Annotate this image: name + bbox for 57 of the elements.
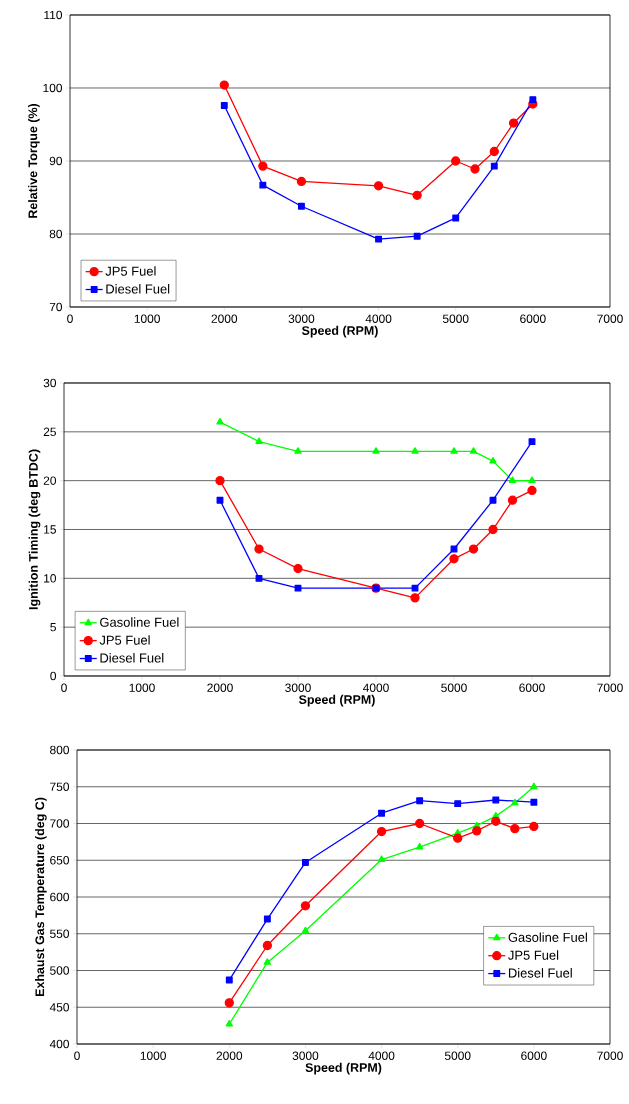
y-tick-label: 15 [44,525,56,534]
legend-label: Diesel Fuel [100,653,164,663]
y-tick-label: 90 [49,156,63,166]
y-tick-label: 550 [50,929,70,938]
x-tick-label: 4000 [368,1051,395,1060]
y-axis-title: Ignition Timing (deg BTDC) [28,449,41,610]
x-axis-title: Speed (RPM) [305,1062,382,1075]
legend-label: JP5 Fuel [508,950,559,960]
legend-label: JP5 Fuel [105,266,156,276]
legend-label: Diesel Fuel [106,284,170,294]
x-tick-label: 6000 [520,314,546,323]
x-tick-label: 5000 [441,683,467,692]
y-axis-title: Exhaust Gas Temperature (deg C) [35,797,47,997]
x-tick-label: 2000 [216,1051,243,1060]
x-tick-label: 4000 [365,314,392,323]
x-tick-label: 7000 [597,314,623,323]
y-tick-label: 25 [43,427,56,437]
y-tick-label: 70 [49,302,63,312]
x-tick-label: 6000 [521,1051,547,1060]
x-axis-title: Speed (RPM) [298,694,375,707]
y-tick-label: 450 [49,1003,70,1012]
y-tick-label: 10 [44,574,57,583]
y-tick-label: 800 [50,745,70,755]
legend-label: Gasoline Fuel [100,617,179,627]
x-tick-label: 2000 [211,314,238,323]
y-tick-label: 5 [50,623,56,632]
x-tick-label: 6000 [519,683,545,692]
x-tick-label: 5000 [444,1051,471,1060]
y-tick-label: 110 [44,10,63,20]
y-tick-label: 600 [50,892,70,902]
y-tick-label: 400 [49,1039,70,1049]
x-tick-label: 3000 [285,683,311,692]
y-axis-title: Relative Torque (%) [28,103,40,218]
legend-label: Gasoline Fuel [508,932,587,942]
legend-label: Diesel Fuel [508,968,572,978]
y-tick-label: 650 [50,856,70,865]
x-tick-label: 1000 [129,683,155,692]
x-tick-label: 3000 [292,1051,319,1060]
x-tick-label: 4000 [362,683,389,692]
y-tick-label: 700 [50,819,70,828]
x-tick-label: 3000 [288,314,315,323]
x-axis-title: Speed (RPM) [301,325,378,338]
y-tick-label: 80 [49,229,63,239]
y-tick-label: 0 [50,671,57,681]
y-tick-label: 20 [43,476,57,485]
x-tick-label: 1000 [134,314,160,323]
x-tick-label: 2000 [207,683,233,692]
y-tick-label: 100 [43,83,63,93]
x-tick-label: 5000 [442,314,469,323]
x-tick-label: 7000 [597,683,623,692]
x-tick-label: 1000 [140,1051,166,1060]
y-tick-label: 750 [50,782,70,791]
legend-label: JP5 Fuel [99,635,150,645]
x-tick-label: 7000 [597,1051,623,1060]
y-tick-label: 500 [50,966,70,975]
x-tick-label: 0 [74,1051,80,1060]
y-tick-label: 30 [43,378,57,388]
